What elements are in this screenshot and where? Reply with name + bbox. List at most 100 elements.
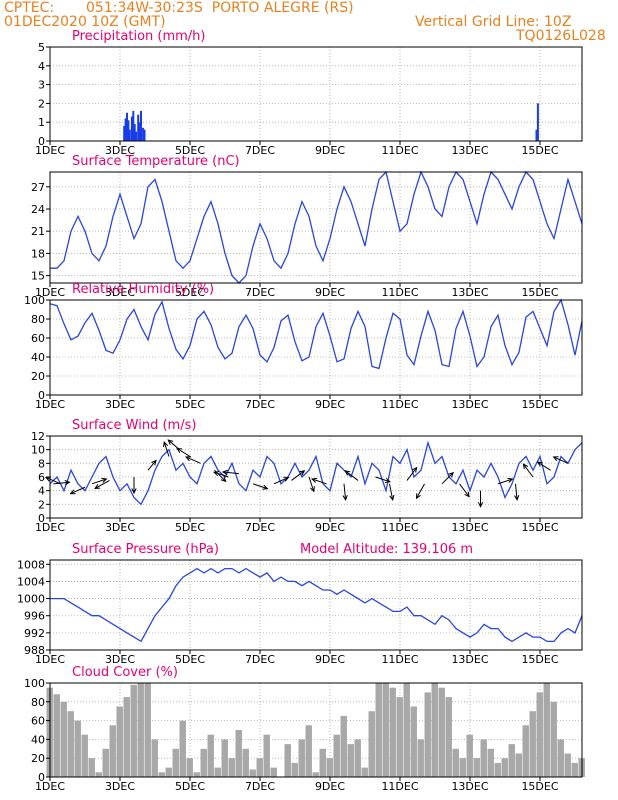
panel-frame [49,171,583,284]
wind-vector-head [415,493,421,500]
wind-vector [311,478,327,485]
wind-vector-head [220,476,227,483]
y-tick-label: 1 [38,116,45,129]
x-tick-label: 9DEC [315,398,345,411]
cloud-bar [550,701,557,777]
x-tick-label: 7DEC [245,521,275,534]
precip-bar [536,103,539,141]
wind-vector [94,479,110,489]
wind-vector-head [536,461,543,467]
wind-vector [515,483,518,500]
cloud-bar [452,748,459,777]
cloud-bar [284,744,291,777]
wind-vector-head [94,484,101,489]
x-tick-label: 3DEC [105,144,135,157]
cloud-bar [242,748,249,777]
cloud-bar [438,687,445,777]
wind-vector [185,456,201,464]
cloud-bar [81,734,88,777]
cloud-bar [333,734,340,777]
x-tick-label: 11DEC [381,398,418,411]
x-tick-label: 1DEC [35,398,65,411]
y-tick-label: 100 [24,677,45,690]
cloud-bar [382,683,389,777]
wind-vector [537,461,551,471]
precip-bar [128,129,131,141]
wind-vector-head [514,494,520,501]
y-tick-label: 2 [38,498,45,511]
y-tick-label: 18 [31,247,45,260]
wind-vector-head [411,466,418,473]
x-tick-label: 11DEC [381,521,418,534]
x-tick-label: 5DEC [175,780,205,793]
wind-vector [273,476,289,485]
x-tick-label: 9DEC [315,521,345,534]
precip-bar [130,116,133,141]
wind-vector-head [342,494,348,501]
x-tick-label: 11DEC [381,144,418,157]
x-tick-label: 5DEC [175,398,205,411]
cloud-bar [298,739,305,777]
precip-bar [138,122,141,141]
panel-frame [49,299,583,396]
x-tick-label: 3DEC [105,653,135,666]
cloud-bar [144,683,151,777]
cloud-bar [319,748,326,777]
wind-vector-head [213,471,220,477]
wind-vector [416,483,425,499]
y-tick-label: 21 [31,225,45,238]
cloud-bar [480,739,487,777]
x-tick-label: 9DEC [315,286,345,299]
cloud-bar [172,748,179,777]
cloud-bar [536,692,543,777]
x-tick-label: 9DEC [315,653,345,666]
x-tick-label: 3DEC [105,521,135,534]
cloud-bar [361,767,368,777]
panel-title: Surface Pressure (hPa) [72,542,219,557]
cloud-bar [249,769,256,777]
y-tick-label: 988 [24,644,45,657]
wind-vector [176,448,191,457]
cloud-bar [193,772,200,777]
y-tick-label: 24 [31,203,45,216]
cloud-bar [375,683,382,777]
x-tick-label: 3DEC [105,398,135,411]
wind-vector-head [448,471,455,478]
series-line [49,298,583,370]
y-tick-label: 27 [31,181,45,194]
wind-vector-head [262,484,269,490]
y-tick-label: 20 [31,752,45,765]
cloud-bar [207,734,214,777]
cloud-bar [53,694,60,777]
wind-vector [291,470,305,481]
wind-vector [222,471,240,475]
wind-vector-head [163,441,169,448]
y-tick-label: 20 [31,370,45,383]
y-tick-label: 996 [24,610,45,623]
wind-vector [497,478,513,485]
cloud-bar [515,753,522,777]
wind-vector-head [299,470,306,476]
x-tick-label: 7DEC [245,653,275,666]
precip-bar [126,112,128,141]
wind-vector [406,467,418,481]
y-tick-label: 40 [31,733,45,746]
header-location: 051:34W-30:23S PORTO ALEGRE (RS) [86,0,354,16]
wind-vector-head [283,476,290,482]
cloud-bar [445,697,452,777]
cloud-bar [179,720,186,777]
y-tick-label: 40 [31,351,45,364]
panel-title: Cloud Cover (%) [72,665,178,680]
cloud-bar [508,744,515,777]
wind-vector-head [552,456,559,462]
y-tick-label: 1008 [17,558,45,571]
cloud-bar [571,762,578,777]
x-tick-label: 13DEC [451,521,488,534]
precip-bar [135,131,138,141]
wind-vector-head [176,447,183,453]
precip-bar [140,110,142,141]
x-tick-label: 13DEC [451,144,488,157]
y-tick-label: 6 [38,471,45,484]
y-tick-label: 0 [38,512,45,525]
